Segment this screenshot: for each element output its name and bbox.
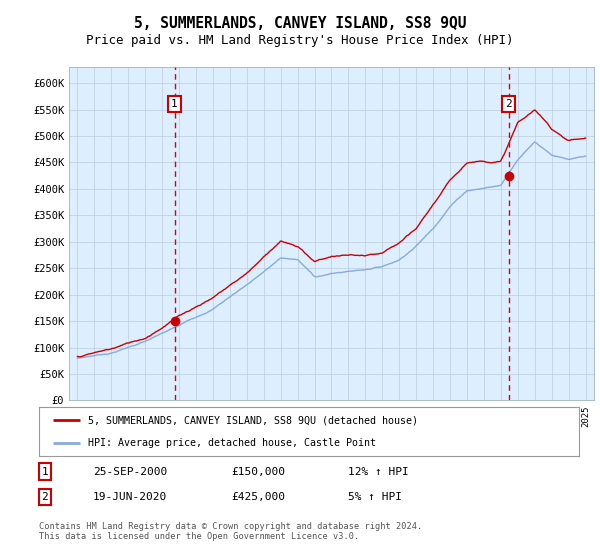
Text: HPI: Average price, detached house, Castle Point: HPI: Average price, detached house, Cast…	[88, 438, 376, 448]
Text: Price paid vs. HM Land Registry's House Price Index (HPI): Price paid vs. HM Land Registry's House …	[86, 34, 514, 47]
Text: 5, SUMMERLANDS, CANVEY ISLAND, SS8 9QU: 5, SUMMERLANDS, CANVEY ISLAND, SS8 9QU	[134, 16, 466, 31]
Text: 2: 2	[41, 492, 49, 502]
Text: Contains HM Land Registry data © Crown copyright and database right 2024.
This d: Contains HM Land Registry data © Crown c…	[39, 522, 422, 542]
Text: £150,000: £150,000	[231, 466, 285, 477]
Text: 5, SUMMERLANDS, CANVEY ISLAND, SS8 9QU (detached house): 5, SUMMERLANDS, CANVEY ISLAND, SS8 9QU (…	[88, 416, 418, 426]
Text: 2: 2	[505, 99, 512, 109]
Text: £425,000: £425,000	[231, 492, 285, 502]
Text: 25-SEP-2000: 25-SEP-2000	[93, 466, 167, 477]
Text: 1: 1	[41, 466, 49, 477]
Text: 12% ↑ HPI: 12% ↑ HPI	[348, 466, 409, 477]
Text: 19-JUN-2020: 19-JUN-2020	[93, 492, 167, 502]
Text: 1: 1	[171, 99, 178, 109]
Text: 5% ↑ HPI: 5% ↑ HPI	[348, 492, 402, 502]
